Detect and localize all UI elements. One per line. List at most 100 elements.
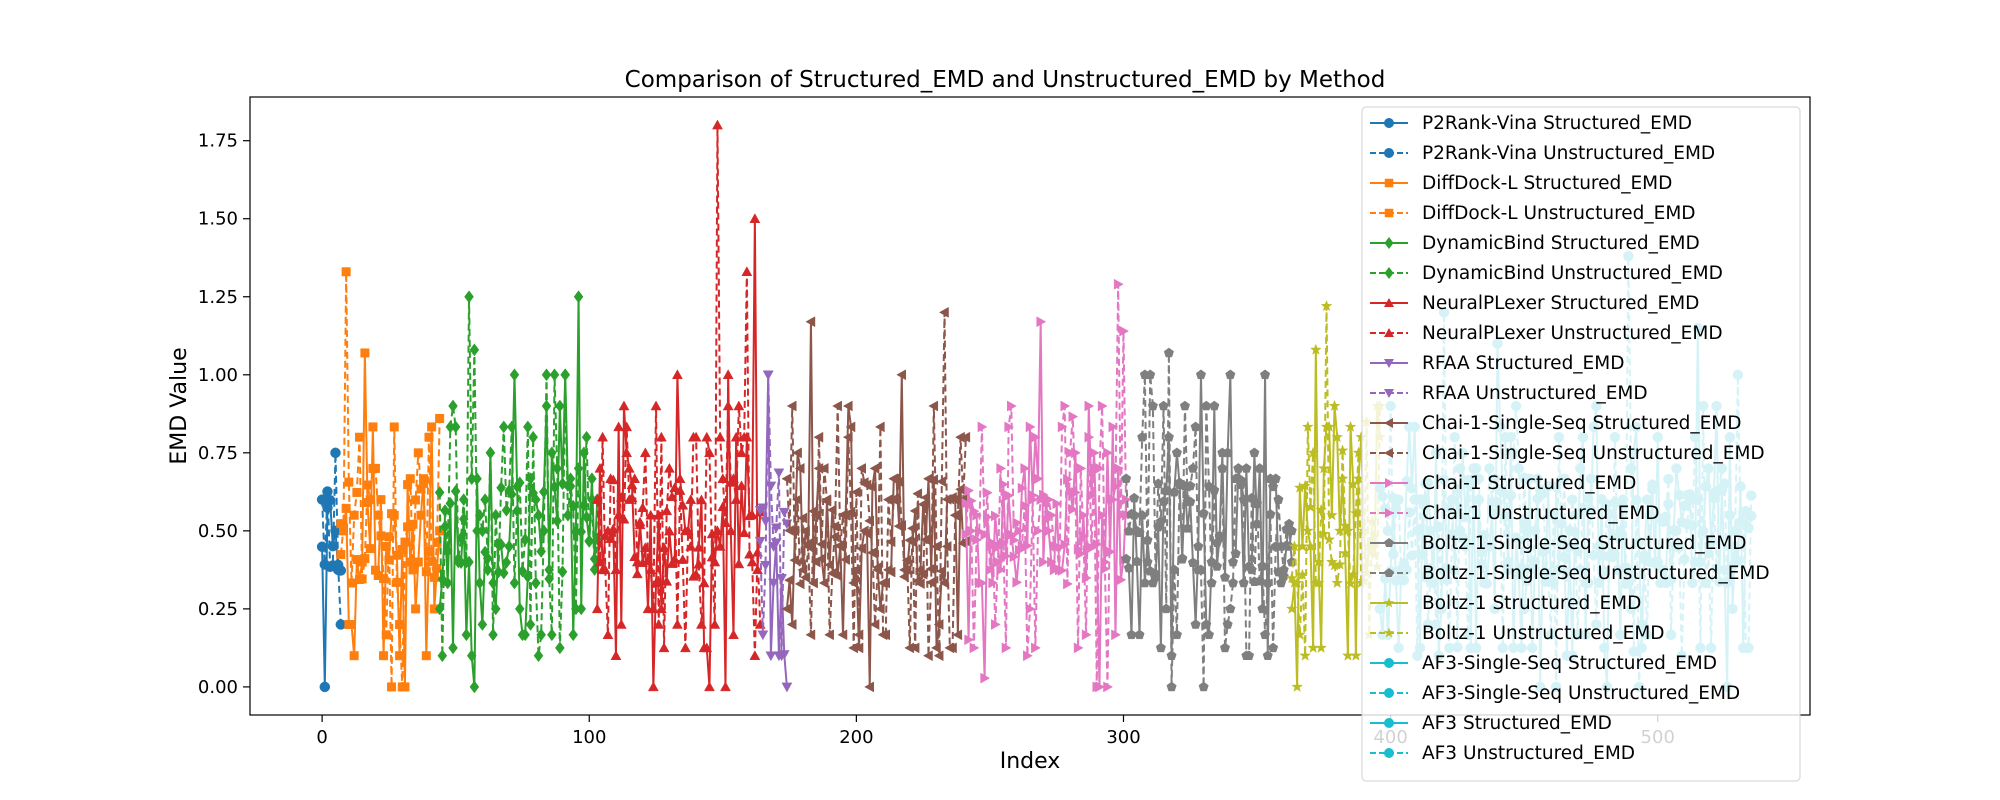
data-point (1299, 479, 1312, 491)
data-point (1187, 463, 1198, 473)
data-point (760, 560, 771, 571)
data-point (514, 602, 525, 616)
data-point (568, 628, 579, 642)
chart-title: Comparison of Structured_EMD and Unstruc… (625, 67, 1386, 93)
data-point (1044, 525, 1055, 537)
data-point (437, 649, 448, 663)
data-point (1265, 508, 1276, 519)
data-point (429, 572, 439, 582)
data-point (448, 641, 458, 655)
y-tick-label: 1.75 (198, 131, 238, 152)
data-point (485, 446, 496, 460)
data-point (1081, 629, 1092, 641)
legend-marker (1384, 237, 1394, 249)
data-point (458, 493, 469, 507)
data-point (1113, 278, 1124, 290)
legend-entry: P2Rank-Vina Unstructured_EMD (1370, 143, 1715, 164)
data-point (677, 554, 689, 564)
data-point (786, 619, 797, 630)
data-point (1033, 473, 1044, 485)
data-point (794, 462, 805, 474)
series-diffdock-l-unstructured (336, 267, 445, 692)
data-point (335, 619, 347, 630)
legend-marker (1384, 718, 1394, 728)
data-point (1203, 629, 1215, 640)
legend-entry: NeuralPLexer Unstructured_EMD (1370, 323, 1723, 344)
data-point (1285, 602, 1298, 614)
data-point (453, 552, 464, 566)
data-point (1047, 556, 1057, 568)
data-point (1301, 524, 1314, 536)
data-point (1278, 564, 1289, 575)
data-point (1222, 619, 1233, 629)
data-point (1123, 562, 1134, 573)
legend-entry: DiffDock-L Structured_EMD (1370, 173, 1672, 194)
data-point (816, 538, 826, 550)
data-point (805, 316, 816, 328)
data-point (1177, 553, 1188, 564)
legend-marker (1384, 148, 1394, 158)
data-point (1219, 642, 1231, 653)
data-point (1017, 541, 1028, 552)
data-point (853, 629, 864, 641)
data-point (725, 525, 737, 536)
data-point (1044, 494, 1055, 506)
legend-marker (1384, 448, 1393, 458)
series-boltz-1-single-seq-structured (1121, 369, 1297, 660)
data-point (792, 494, 802, 506)
data-point (733, 400, 745, 411)
data-point (442, 544, 453, 558)
data-point (773, 468, 785, 479)
data-point (435, 413, 445, 423)
data-point (1065, 485, 1076, 497)
data-point (864, 515, 874, 527)
data-point (579, 498, 589, 512)
data-point (933, 650, 944, 662)
data-point (1004, 421, 1015, 433)
data-point (360, 348, 370, 358)
data-point (778, 507, 790, 518)
data-point (1257, 560, 1268, 571)
data-point (647, 681, 659, 692)
data-point (784, 525, 794, 536)
data-point (1057, 421, 1068, 433)
data-point (411, 495, 421, 505)
data-point (1071, 487, 1081, 498)
data-point (610, 650, 622, 660)
legend-label: RFAA Unstructured_EMD (1422, 383, 1648, 404)
x-tick-label: 100 (572, 727, 606, 748)
plot-frame (249, 96, 1811, 716)
data-point (413, 557, 423, 567)
y-tick-label: 0.00 (198, 677, 238, 698)
series-chai-1-single-seq-unstructured (781, 306, 971, 662)
data-point (1134, 527, 1145, 538)
data-point (517, 564, 528, 578)
data-point (1299, 649, 1312, 661)
data-point (1201, 400, 1212, 411)
data-point (360, 554, 370, 564)
data-point (1288, 540, 1301, 552)
data-point (400, 537, 410, 547)
data-point (898, 564, 909, 576)
data-point (655, 431, 667, 442)
data-point (1214, 532, 1225, 542)
data-point (445, 496, 456, 510)
legend-entry: Chai-1-Single-Seq Unstructured_EMD (1370, 443, 1765, 464)
data-point (738, 431, 750, 442)
data-point (896, 369, 907, 381)
data-point (501, 503, 512, 517)
data-point (338, 523, 348, 533)
data-point (565, 479, 576, 493)
data-point (381, 630, 391, 640)
data-point (781, 473, 792, 485)
legend-entry: DynamicBind Unstructured_EMD (1370, 263, 1723, 284)
data-point (722, 369, 734, 380)
data-point (461, 555, 472, 569)
data-point (1260, 629, 1271, 640)
data-point (840, 554, 850, 565)
data-point (980, 529, 991, 541)
data-point (1119, 325, 1130, 337)
data-point (629, 473, 641, 483)
data-point (661, 575, 673, 586)
data-point (552, 462, 563, 475)
